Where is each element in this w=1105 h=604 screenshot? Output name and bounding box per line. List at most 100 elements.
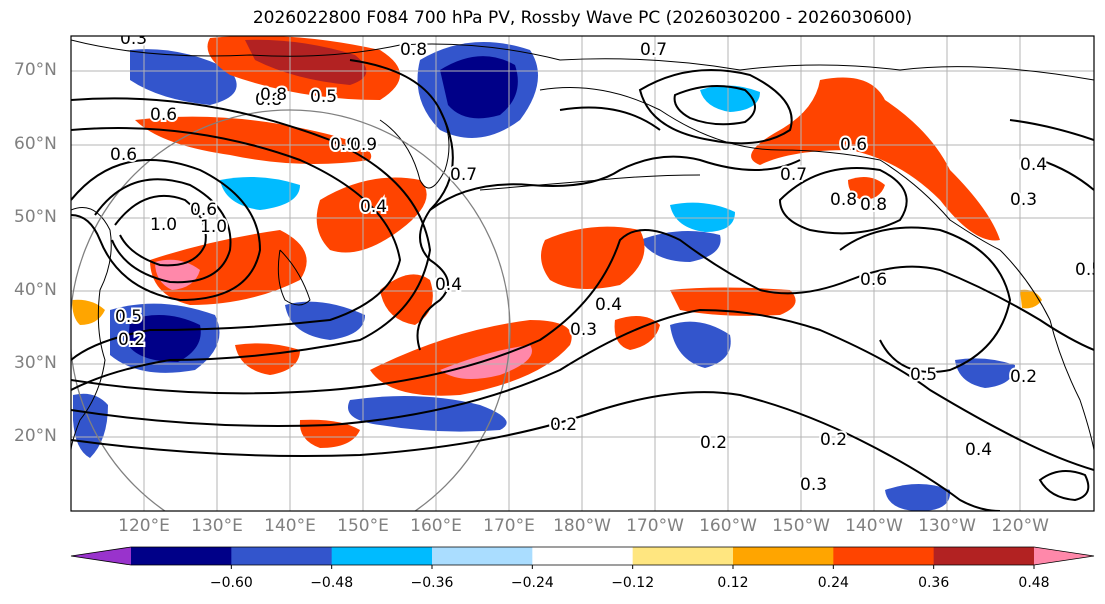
pv-contour bbox=[839, 226, 1012, 373]
longitude-label: 150°E bbox=[337, 516, 389, 536]
contour-label-halo: 0.8 bbox=[400, 40, 427, 60]
anomaly-negative bbox=[700, 85, 760, 112]
pv-contour bbox=[71, 127, 402, 361]
contour-label-halo: 0.7 bbox=[780, 165, 807, 185]
contour-label-halo: 0.8 bbox=[830, 190, 857, 210]
contour-label-halo: 0.5 bbox=[1075, 260, 1102, 280]
coastlines bbox=[71, 39, 1094, 451]
contour-label: 0.3 bbox=[120, 29, 147, 49]
longitude-label: 170°W bbox=[626, 516, 684, 536]
contour-label: 0.6 bbox=[110, 145, 137, 165]
pv-contour bbox=[778, 167, 908, 235]
colorbar-tick-label: −0.12 bbox=[611, 575, 655, 591]
contour-label: 0.6 bbox=[840, 135, 867, 155]
colorbar-segment bbox=[632, 547, 734, 565]
contour-label-halo: 0.8 bbox=[860, 195, 887, 215]
longitude-label: 130°W bbox=[918, 516, 976, 536]
contour-label: 0.9 bbox=[350, 135, 377, 155]
contour-label: 0.2 bbox=[550, 415, 577, 435]
contour-label-halo: 0.2 bbox=[820, 430, 847, 450]
contour-label-halo: 0.6 bbox=[860, 270, 887, 290]
colorbar bbox=[70, 546, 1095, 569]
anomaly-positive bbox=[751, 77, 1000, 241]
colorbar-tick-label: 0.24 bbox=[817, 575, 849, 591]
longitude-label: 170°E bbox=[483, 516, 535, 536]
contour-label-halo: 0.8 bbox=[260, 85, 287, 105]
contour-label: 0.6 bbox=[860, 270, 887, 290]
anomaly-negative bbox=[955, 358, 1015, 388]
anomaly-positive bbox=[72, 299, 105, 325]
contour-label-halo: 0.4 bbox=[360, 197, 387, 217]
contour-label: 1.0 bbox=[150, 215, 177, 235]
contour-label: 0.9 bbox=[330, 135, 357, 155]
longitude-label: 150°W bbox=[772, 516, 830, 536]
contour-label: 0.8 bbox=[830, 190, 857, 210]
coastline-siberia bbox=[71, 39, 1094, 81]
contour-label-halo: 0.8 bbox=[255, 90, 282, 110]
contour-label-halo: 0.6 bbox=[190, 200, 217, 220]
contour-label-halo: 0.7 bbox=[640, 40, 667, 60]
pv-contour bbox=[349, 59, 454, 351]
coastline-alaska bbox=[539, 87, 1001, 251]
contour-label: 0.5 bbox=[1075, 260, 1102, 280]
latitude-label: 20°N bbox=[14, 426, 57, 446]
contour-label: 0.5 bbox=[910, 365, 937, 385]
contour-label-halo: 0.5 bbox=[310, 87, 337, 107]
contour-label-halo: 0.2 bbox=[1010, 367, 1037, 387]
anomaly-negative bbox=[220, 176, 300, 210]
contour-label-halo: 0.6 bbox=[150, 105, 177, 125]
colorbar-segment bbox=[432, 547, 533, 565]
anomaly-positive bbox=[670, 287, 796, 316]
latitude-label: 60°N bbox=[14, 134, 57, 154]
longitude-label: 140°E bbox=[264, 516, 316, 536]
anomaly-positive bbox=[380, 274, 433, 325]
colorbar-segment bbox=[331, 547, 433, 565]
map-title: 2026022800 F084 700 hPa PV, Rossby Wave … bbox=[252, 8, 913, 28]
anomaly-negative bbox=[670, 321, 731, 368]
contour-label-halo: 0.6 bbox=[110, 145, 137, 165]
contour-label-halo: 0.4 bbox=[1020, 155, 1047, 175]
pv-contours bbox=[71, 59, 1094, 511]
coastline-kamchatka bbox=[379, 109, 450, 189]
contour-label: 0.8 bbox=[255, 90, 282, 110]
pv-contour bbox=[71, 391, 1001, 511]
colorbar-tick-label: 0.48 bbox=[1018, 575, 1050, 591]
pv-contour bbox=[673, 85, 756, 126]
colorbar-tick-label: 0.12 bbox=[717, 575, 749, 591]
contour-label-halo: 0.3 bbox=[1010, 190, 1037, 210]
longitude-label: 140°W bbox=[845, 516, 903, 536]
contour-label-halo: 0.3 bbox=[570, 320, 597, 340]
longitude-label: 130°E bbox=[191, 516, 243, 536]
contour-label: 0.4 bbox=[965, 440, 992, 460]
contour-label-halo: 0.7 bbox=[450, 165, 477, 185]
contour-label: 0.7 bbox=[640, 40, 667, 60]
contour-label: 0.7 bbox=[450, 165, 477, 185]
anomaly-positive bbox=[848, 176, 885, 200]
colorbar-tick-label: −0.48 bbox=[310, 575, 354, 591]
contour-labels: 0.30.30.80.8 0.70.70.50.50.60.60.80.80.50… bbox=[108, 29, 1102, 497]
contour-label: 0.3 bbox=[570, 320, 597, 340]
coastline-north-america bbox=[999, 249, 1094, 451]
contour-label-halo: 0.2 bbox=[700, 433, 727, 453]
rossby-wave-circle bbox=[71, 109, 511, 511]
contour-label-halo: 0.3 bbox=[800, 475, 827, 495]
coastline-japan bbox=[277, 249, 311, 306]
anomaly-negative bbox=[348, 396, 507, 432]
longitude-label: 160°W bbox=[699, 516, 757, 536]
latitude-label: 30°N bbox=[14, 353, 57, 373]
map-frame bbox=[70, 35, 1095, 512]
contour-label-halo: 0.2 bbox=[118, 330, 145, 350]
contour-label: 0.8 bbox=[860, 195, 887, 215]
pv-contour bbox=[71, 308, 1094, 471]
pv-contour bbox=[114, 194, 207, 267]
colorbar-segment bbox=[733, 547, 834, 565]
pv-contour bbox=[71, 229, 1094, 395]
coastline-asia bbox=[71, 207, 112, 451]
pv-contour bbox=[1009, 119, 1094, 141]
colorbar-outline bbox=[70, 546, 1095, 566]
colorbar-tick-label: 0.36 bbox=[918, 575, 950, 591]
contour-label: 0.4 bbox=[595, 295, 622, 315]
anomaly-positive bbox=[245, 39, 367, 85]
contour-label-halo: 0.9 bbox=[330, 135, 357, 155]
anomaly-positive bbox=[316, 177, 427, 253]
